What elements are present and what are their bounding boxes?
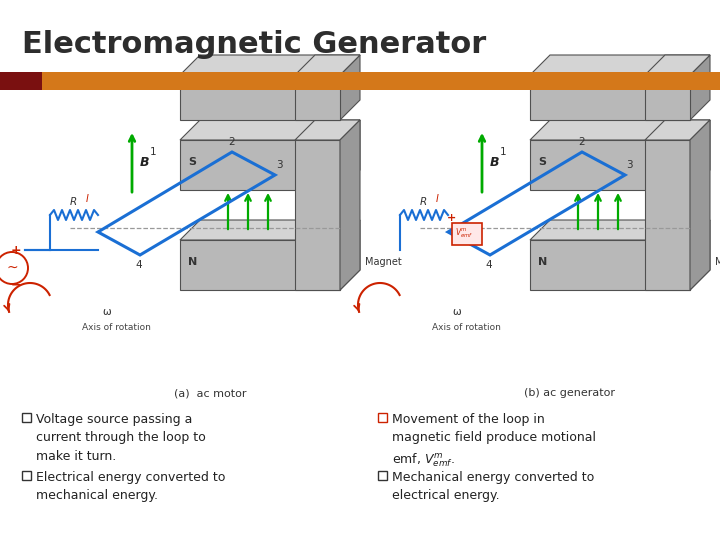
- Text: ω: ω: [452, 307, 461, 317]
- Text: S: S: [538, 157, 546, 167]
- Text: R: R: [70, 197, 77, 207]
- Bar: [645, 75, 690, 120]
- Text: Electrical energy converted to
mechanical energy.: Electrical energy converted to mechanica…: [36, 471, 225, 503]
- Polygon shape: [180, 120, 360, 140]
- Polygon shape: [295, 55, 360, 75]
- Text: (a)  ac motor: (a) ac motor: [174, 388, 246, 398]
- Text: B: B: [490, 156, 500, 168]
- Polygon shape: [645, 55, 710, 75]
- Text: Mechanical energy converted to
electrical energy.: Mechanical energy converted to electrica…: [392, 471, 594, 503]
- Text: +: +: [11, 244, 22, 256]
- Text: $V^m_{emf}$: $V^m_{emf}$: [455, 226, 473, 240]
- Polygon shape: [690, 120, 710, 290]
- Polygon shape: [645, 120, 710, 140]
- Text: 2: 2: [578, 137, 585, 147]
- Polygon shape: [690, 220, 710, 290]
- Text: B: B: [140, 156, 150, 168]
- Polygon shape: [180, 55, 360, 75]
- Text: 4: 4: [485, 260, 492, 270]
- Polygon shape: [340, 55, 360, 120]
- Bar: [22, 471, 31, 480]
- Bar: [295, 140, 340, 290]
- Text: N: N: [538, 257, 547, 267]
- Bar: [530, 75, 690, 120]
- Bar: [22, 413, 31, 422]
- Bar: [645, 140, 690, 290]
- Bar: [530, 240, 690, 290]
- Text: ~: ~: [6, 261, 18, 275]
- Polygon shape: [295, 120, 360, 140]
- Text: 4: 4: [135, 260, 142, 270]
- Bar: [180, 75, 340, 120]
- Text: Magnet: Magnet: [365, 257, 402, 267]
- Text: Movement of the loop in
magnetic field produce motional
emf, $V^{m}_{emf}$.: Movement of the loop in magnetic field p…: [392, 413, 596, 469]
- Polygon shape: [180, 220, 360, 240]
- Text: +: +: [447, 213, 456, 223]
- Bar: [378, 471, 387, 480]
- Circle shape: [0, 252, 28, 284]
- Text: 3: 3: [276, 160, 283, 170]
- Text: 3: 3: [626, 160, 633, 170]
- Text: (b) ac generator: (b) ac generator: [524, 388, 616, 398]
- Bar: [180, 140, 340, 190]
- Polygon shape: [340, 120, 360, 190]
- Text: N: N: [188, 257, 197, 267]
- Bar: [452, 223, 482, 245]
- Polygon shape: [530, 55, 710, 75]
- Polygon shape: [690, 55, 710, 120]
- Text: 1: 1: [500, 147, 507, 157]
- Bar: [378, 413, 387, 422]
- Text: Axis of rotation: Axis of rotation: [432, 323, 501, 333]
- Text: Voltage source passing a
current through the loop to
make it turn.: Voltage source passing a current through…: [36, 413, 206, 463]
- Bar: [180, 240, 340, 290]
- Text: R: R: [420, 197, 427, 207]
- Bar: [42, 72, 720, 90]
- Text: Axis of rotation: Axis of rotation: [82, 323, 151, 333]
- Text: Electromagnetic Generator: Electromagnetic Generator: [22, 30, 486, 59]
- Text: Magnet: Magnet: [715, 257, 720, 267]
- Text: 1: 1: [150, 147, 157, 157]
- Polygon shape: [340, 220, 360, 290]
- Polygon shape: [530, 120, 710, 140]
- Polygon shape: [340, 120, 360, 290]
- Text: S: S: [188, 157, 196, 167]
- Text: ω: ω: [102, 307, 111, 317]
- Bar: [0, 72, 42, 90]
- Text: $I$: $I$: [85, 192, 89, 204]
- Text: −: −: [11, 279, 22, 292]
- Bar: [530, 140, 690, 190]
- Text: $I$: $I$: [435, 192, 440, 204]
- Text: 2: 2: [228, 137, 235, 147]
- Polygon shape: [530, 220, 710, 240]
- Polygon shape: [690, 120, 710, 190]
- Bar: [295, 75, 340, 120]
